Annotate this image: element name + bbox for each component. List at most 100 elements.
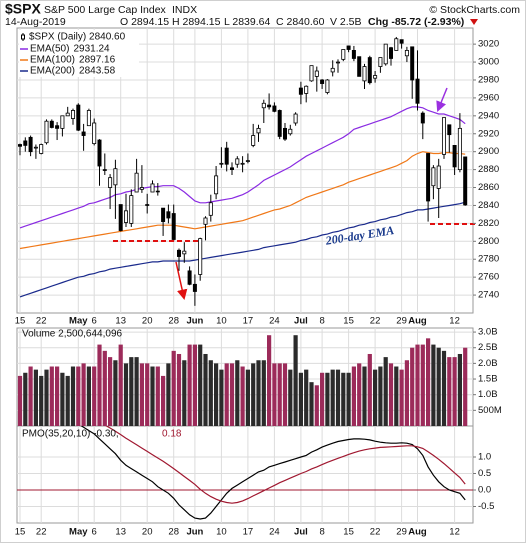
marks — [17, 28, 473, 523]
volume-bar — [139, 363, 144, 426]
candle-body — [219, 162, 224, 165]
candle-body — [426, 153, 431, 202]
symbol: $SPX — [5, 1, 41, 17]
x-tick-label: 24 — [269, 527, 280, 538]
y-tick-label: 3.0B — [478, 327, 498, 338]
volume-bar — [282, 363, 288, 426]
volume-bar — [431, 344, 436, 426]
volume-bar — [208, 360, 213, 426]
panel-marks — [17, 426, 473, 523]
volume-bar — [134, 357, 139, 426]
volume-bar — [362, 366, 367, 426]
volume-bar — [373, 369, 378, 426]
volume-bar — [198, 344, 203, 426]
volume-bar — [415, 344, 420, 426]
volume-bar — [293, 335, 298, 426]
volume-bar — [235, 360, 240, 426]
candle-body — [235, 158, 240, 165]
y-tick-label: 2940 — [478, 110, 499, 121]
y-tick-label: 1.5B — [478, 374, 498, 385]
volume-bar — [288, 369, 293, 426]
legend-label: $SPX (Daily) 2840.60 — [29, 32, 126, 43]
candle-body — [81, 131, 86, 136]
x-tick-label: May — [69, 316, 88, 327]
legend-label: Volume 2,500,644,096 — [22, 329, 123, 340]
candle-body — [139, 187, 144, 190]
volume-bar — [171, 350, 176, 426]
quote-open: O 2894.15 — [120, 16, 169, 28]
candle-body — [150, 183, 155, 193]
line — [19, 106, 466, 229]
x-tick-label: 20 — [142, 527, 153, 538]
candle-body — [282, 127, 287, 140]
volume-bar — [436, 347, 441, 426]
volume-bar — [272, 363, 277, 426]
x-tick-label: 13 — [115, 527, 126, 538]
candle-body — [341, 49, 346, 60]
candle-body — [166, 211, 171, 219]
legend-value: 2897.16 — [79, 55, 116, 66]
candle-body — [346, 45, 351, 50]
candle-body — [203, 217, 208, 225]
candle-body — [383, 43, 388, 65]
quote-low: L 2839.64 — [224, 16, 270, 28]
line — [19, 201, 466, 298]
panel-marks — [17, 328, 473, 426]
volume-bar — [108, 357, 113, 426]
exchange: INDX — [172, 4, 197, 16]
candle-body — [452, 145, 457, 168]
candle-body — [351, 50, 356, 59]
x-tick-label: 12 — [449, 527, 460, 538]
volume-bar — [192, 344, 197, 426]
y-tick-label: 2820 — [478, 218, 499, 229]
candle-body — [420, 112, 425, 124]
candle-body — [192, 283, 197, 292]
volume-bar — [70, 366, 76, 426]
candle-body — [441, 117, 446, 155]
volume-bar — [388, 363, 394, 426]
x-tick-label: 10 — [216, 316, 227, 327]
volume-bar — [399, 369, 404, 426]
x-tick-label: 10 — [216, 527, 227, 538]
volume-bar — [145, 363, 150, 426]
volume-bar — [378, 366, 383, 426]
volume-bar — [463, 347, 468, 426]
candle-body — [330, 67, 335, 73]
candle-body — [208, 202, 213, 216]
volume-bar — [404, 360, 409, 426]
volume-bar — [261, 360, 266, 426]
y-tick-label: 0.5 — [478, 468, 491, 479]
candle-body — [33, 146, 38, 149]
volume-bar — [452, 357, 457, 426]
x-tick-label: 22 — [36, 316, 47, 327]
candle-body — [134, 172, 139, 193]
volume-bar — [267, 335, 272, 426]
volume-bar — [346, 372, 351, 426]
candle-body — [293, 113, 298, 124]
candle-body — [97, 139, 102, 167]
quote-change: Chg -85.72 (-2.93%) — [368, 16, 464, 28]
candle-body — [463, 156, 468, 206]
x-tick-label: 24 — [269, 316, 280, 327]
candle-body — [357, 56, 362, 77]
volume-bar — [357, 363, 362, 426]
candle-body — [187, 270, 192, 285]
volume-bar — [129, 357, 134, 426]
volume-bar — [44, 369, 49, 426]
x-tick-label: Jun — [186, 316, 203, 327]
x-tick-label: 20 — [142, 316, 153, 327]
candle-body — [44, 120, 49, 144]
candle-body — [108, 177, 113, 188]
volume-bar — [81, 363, 86, 426]
y-tick-label: 3000 — [478, 57, 499, 68]
x-tick-label: 22 — [370, 527, 381, 538]
y-tick-label: 2980 — [478, 74, 499, 85]
candle-body — [251, 135, 256, 146]
volume-bar — [97, 344, 102, 426]
volume-bar — [150, 366, 155, 426]
volume-bar — [49, 366, 54, 426]
quote-volume: V 2.5B — [330, 16, 362, 28]
volume-bar — [76, 366, 81, 426]
candle-body — [256, 127, 261, 134]
candle-body — [314, 70, 319, 77]
